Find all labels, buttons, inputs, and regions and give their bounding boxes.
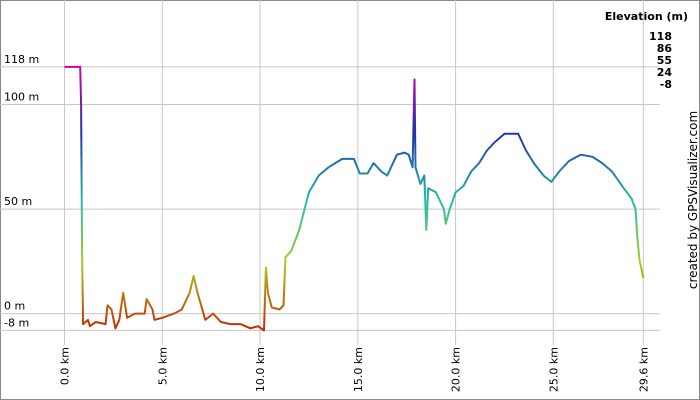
legend-entry: 55 [657,54,672,67]
x-tick-label: 0.0 km [59,347,72,385]
x-tick-label: 29.6 km [637,347,650,392]
y-tick-label: -8 m [4,316,29,329]
legend-entry: 118 [649,30,672,43]
y-tick-label: 118 m [4,53,39,66]
legend-entry: 24 [657,66,673,79]
legend-title: Elevation (m) [605,10,688,23]
y-tick-label: 0 m [4,300,25,313]
y-tick-label: 100 m [4,91,39,104]
y-tick-label: 50 m [4,195,32,208]
elevation-line [64,65,645,332]
x-tick-label: 25.0 km [547,347,560,392]
x-tick-label: 15.0 km [352,347,365,392]
legend-entry: -8 [660,78,672,91]
x-tick-label: 20.0 km [450,347,463,392]
credit: created by GPSVisualizer.com [686,111,700,289]
x-tick-label: 5.0 km [156,347,169,385]
x-tick-label: 10.0 km [254,347,267,392]
legend-entry: 86 [657,42,673,55]
